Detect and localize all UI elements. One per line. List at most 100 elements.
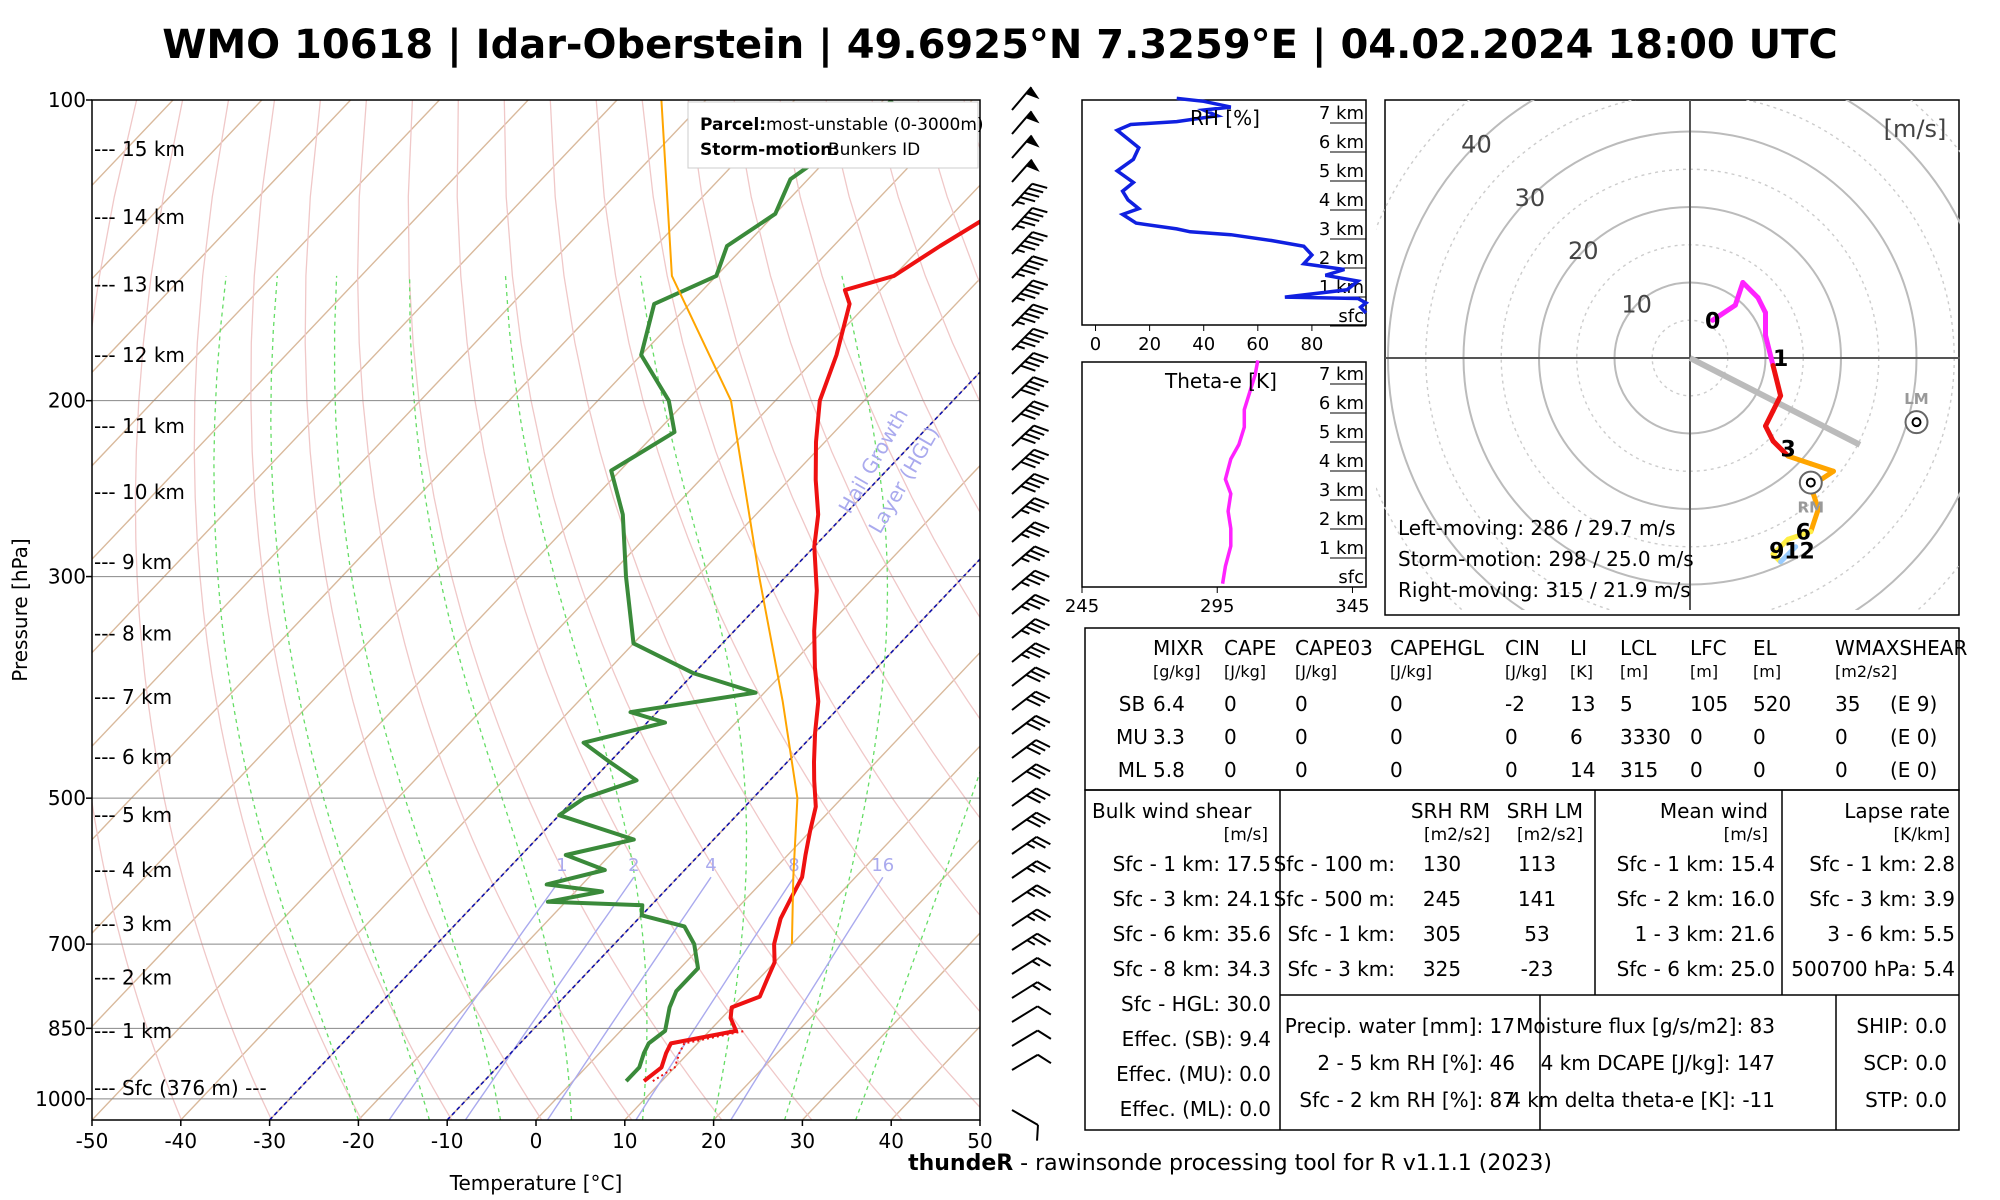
barb-full (1032, 255, 1048, 262)
barb-full (1030, 597, 1046, 606)
barb-full (1023, 191, 1040, 198)
srh-row-lm: -23 (1521, 957, 1554, 981)
shear-row: Sfc - 6 km: 35.6 (1113, 922, 1271, 946)
barb-full (1029, 525, 1045, 534)
mixing-ratio-line (464, 876, 635, 1120)
hodograph-annotations: Left-moving: 286 / 29.7 m/s Storm-motion… (1398, 516, 1694, 602)
height-label: --- 9 km (94, 550, 172, 574)
temperature-tick-label: 20 (701, 1129, 726, 1153)
barb-full (1033, 448, 1050, 457)
thetae-height-label: sfc (1338, 567, 1364, 588)
barb-full (1025, 698, 1041, 707)
barb-full (1031, 911, 1047, 922)
series-dewpoint (544, 100, 894, 1083)
barb-full (1020, 485, 1036, 493)
dry-adiabat (549, 100, 980, 1109)
thetae-height-label: 6 km (1319, 393, 1364, 414)
barb-staff (1011, 836, 1038, 855)
pressure-tick-label: 850 (48, 1016, 86, 1040)
hodograph-ring-label: 20 (1568, 237, 1599, 265)
hodograph-segment (1808, 506, 1821, 535)
barb-full (1024, 384, 1041, 392)
height-label: --- 2 km (94, 965, 172, 989)
indices-cell: (E 0) (1890, 758, 1937, 782)
barb-full (1019, 220, 1036, 227)
shear-row: Sfc - 3 km: 24.1 (1113, 887, 1271, 911)
temperature-tick-label: -40 (164, 1129, 197, 1153)
barb-half (1020, 509, 1030, 515)
thetae-height-label: 5 km (1319, 422, 1364, 443)
temperature-tick-label: -50 (76, 1129, 109, 1153)
barb-full (1025, 601, 1041, 610)
wind-barb (1011, 86, 1040, 111)
height-label: --- 12 km (94, 343, 185, 367)
indices-cell: 0 (1224, 692, 1237, 716)
barb-staff (1011, 981, 1038, 999)
wind-barb (1011, 110, 1040, 135)
wind-barb (1011, 1029, 1052, 1047)
lapse-row: 3 - 6 km: 5.5 (1827, 922, 1955, 946)
virtual-temperature-line (652, 1029, 746, 1082)
mixing-ratio-label: 16 (871, 855, 894, 876)
wind-barb (1011, 376, 1049, 399)
mixing-ratio-line (635, 876, 795, 1120)
barb-half (1026, 915, 1036, 922)
barb-half (1015, 200, 1025, 205)
srh-row-rm: 245 (1423, 887, 1461, 911)
rh-height-label: 3 km (1319, 219, 1364, 240)
wind-barb (1011, 327, 1049, 351)
lapse-row: Sfc - 3 km: 3.9 (1809, 887, 1955, 911)
indices-header: MIXR (1153, 636, 1204, 660)
shear-row: Effec. (ML): 0.0 (1120, 1097, 1271, 1121)
barb-full (1033, 376, 1049, 384)
wind-barb (1011, 1053, 1052, 1071)
barb-full (1032, 327, 1049, 335)
barb-full (1024, 288, 1040, 295)
indices-cell: 0 (1690, 758, 1703, 782)
barb-full (1030, 646, 1046, 655)
barb-full (1036, 835, 1051, 846)
hodograph-marker-dot (1911, 417, 1922, 428)
height-label: --- 11 km (94, 414, 185, 438)
barb-full (1019, 196, 1036, 203)
shear-unit: [m/s] (1224, 825, 1268, 845)
barb-full (1025, 505, 1041, 513)
dry-adiabat (779, 100, 980, 619)
temperature-tick-label: 40 (878, 1129, 903, 1153)
barb-full (1030, 694, 1046, 703)
barb-staff (1011, 884, 1038, 903)
barb-full (1028, 380, 1045, 388)
indices-cell: 6 (1570, 725, 1583, 749)
barb-full (1029, 476, 1045, 485)
rh-x-tick-label: 0 (1090, 334, 1101, 355)
indices-unit: [m] (1620, 662, 1648, 681)
composite-row: STP: 0.0 (1865, 1088, 1947, 1112)
dry-adiabat (92, 100, 183, 1120)
srh-row-label: Sfc - 500 m: (1274, 887, 1395, 911)
indices-cell: 0 (1390, 725, 1403, 749)
meanwind-title: Mean wind (1660, 799, 1768, 823)
hodograph-segment (1770, 438, 1791, 459)
rh-height-label: 7 km (1319, 103, 1364, 124)
indices-unit: [J/kg] (1295, 662, 1337, 681)
hodograph-marker (1798, 470, 1823, 495)
indices-header: EL (1753, 636, 1778, 660)
wind-barb (1011, 593, 1050, 615)
barb-full (1025, 649, 1041, 659)
hodograph-marker (1904, 410, 1929, 435)
barb-full (1020, 340, 1036, 348)
barb-half (1015, 296, 1026, 302)
skewt-ylabel: Pressure [hPa] (8, 538, 32, 681)
height-label: --- 4 km (94, 858, 172, 882)
hodograph-ring-label: 40 (1461, 130, 1492, 158)
indices-header: LFC (1690, 636, 1727, 660)
barb-full (1028, 283, 1044, 291)
barb-full (1032, 206, 1048, 214)
barb-full (1031, 936, 1047, 946)
temperature-tick-label: 0 (530, 1129, 543, 1153)
barb-full (1029, 573, 1046, 582)
indices-cell: 0 (1835, 758, 1848, 782)
isotherm-line (180, 277, 980, 1120)
pressure-tick-label: 100 (48, 88, 86, 112)
srh-row-rm: 325 (1423, 957, 1461, 981)
